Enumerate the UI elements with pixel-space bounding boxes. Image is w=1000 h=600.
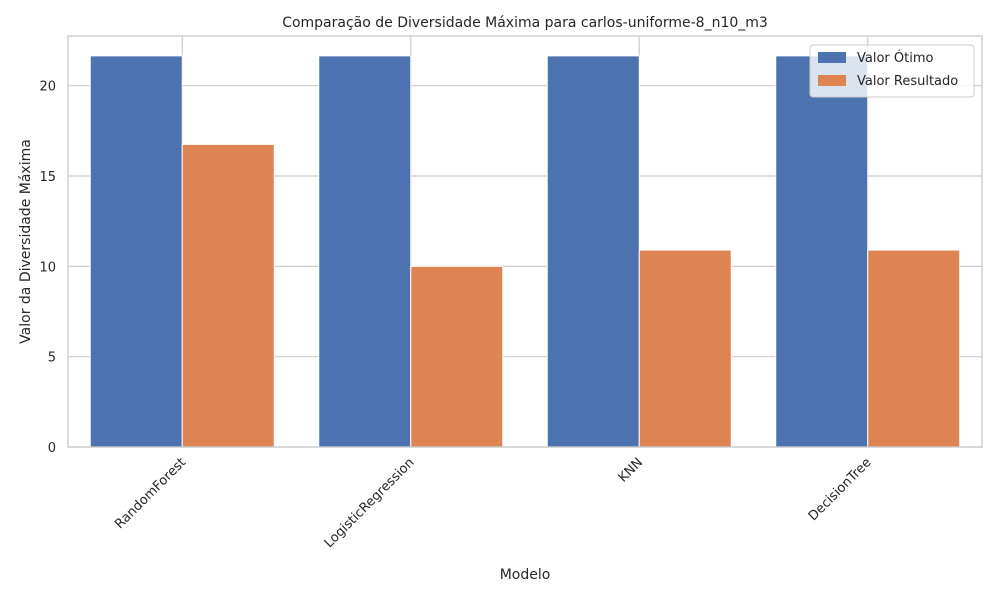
bar-optimal-logisticregression <box>318 55 412 448</box>
y-tick-label: 10 <box>39 260 56 275</box>
y-tick-label: 20 <box>39 80 56 95</box>
y-tick-label: 0 <box>48 441 56 456</box>
legend: Valor Ótimo Valor Resultado <box>809 44 975 98</box>
y-axis-ticks: 0 5 10 15 20 <box>39 80 56 456</box>
bar-optimal-randomforest <box>89 55 183 448</box>
bar-optimal-decisiontree <box>775 55 869 448</box>
legend-swatch-optimal <box>818 52 846 63</box>
legend-label-result: Valor Resultado <box>857 74 958 89</box>
x-tick-label: DecisionTree <box>806 455 875 524</box>
bar-result-knn <box>638 249 732 448</box>
x-tick-label: KNN <box>616 455 646 485</box>
x-tick-label: RandomForest <box>112 455 189 532</box>
y-axis-label: Valor da Diversidade Máxima <box>18 139 34 344</box>
x-tick-label: LogisticRegression <box>322 455 418 551</box>
y-tick-label: 15 <box>39 170 56 185</box>
legend-label-optimal: Valor Ótimo <box>857 50 933 66</box>
plot-frame <box>67 35 983 448</box>
bar-result-logisticregression <box>410 265 504 448</box>
x-axis-label: Modelo <box>500 567 551 583</box>
bars <box>89 55 961 448</box>
bar-result-randomforest <box>181 143 275 448</box>
x-axis-ticks: RandomForest LogisticRegression KNN Decisio… <box>112 455 874 551</box>
chart-title: Comparação de Diversidade Máxima para ca… <box>282 15 768 31</box>
legend-swatch-result <box>818 75 846 86</box>
y-tick-label: 5 <box>48 351 56 366</box>
legend-frame <box>809 44 975 98</box>
bar-optimal-knn <box>546 55 640 448</box>
bar-result-decisiontree <box>867 249 961 448</box>
